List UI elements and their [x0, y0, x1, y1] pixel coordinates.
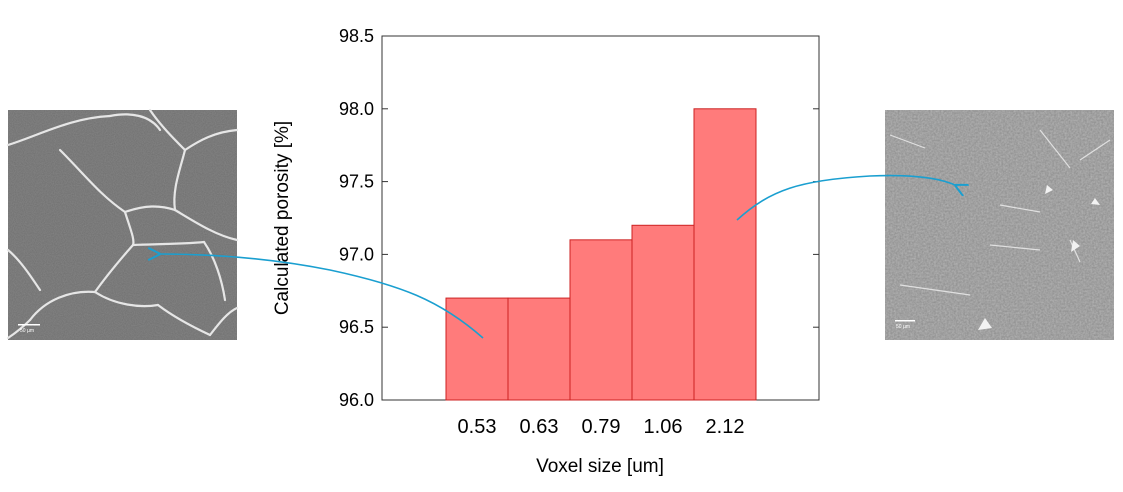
right-arrow: [736, 174, 957, 221]
y-tick-label: 97.0: [339, 244, 374, 264]
bars: [445, 108, 757, 401]
x-tick-label: 0.63: [520, 416, 559, 438]
y-axis-label: Calculated porosity [%]: [272, 121, 293, 315]
right-scale-label: 50 µm: [896, 324, 910, 330]
bar-0-53: [445, 297, 509, 401]
x-tick-label: 0.79: [582, 416, 621, 438]
left-micrograph: 50 µm: [6, 108, 239, 340]
y-tick-label: 97.5: [339, 172, 374, 192]
right-micrograph-bright-spots: [978, 185, 1100, 330]
bar-0-63: [507, 297, 571, 401]
right-scale-bar: [895, 320, 915, 322]
x-tick-label: 0.53: [458, 416, 497, 438]
x-tick-label: 1.06: [644, 416, 683, 438]
left-arrow: [158, 254, 484, 339]
bar-2-12: [693, 108, 757, 401]
left-scale-bar: [18, 324, 40, 326]
y-tick-label: 98.0: [339, 99, 374, 119]
y-tick-label: 96.5: [339, 317, 374, 337]
left-scale-label: 50 µm: [20, 328, 34, 334]
x-tick-label: 2.12: [706, 416, 745, 438]
annotation-arrows: [158, 174, 957, 339]
right-micrograph: 50 µm: [885, 110, 1114, 340]
bar-chart: 96.0 96.5 97.0 97.5 98.0 98.5 0.53 0.63 0.79 1.0…: [272, 26, 820, 477]
bar-0-79: [569, 239, 633, 401]
y-axis: 96.0 96.5 97.0 97.5 98.0 98.5: [339, 26, 819, 410]
bar-1-06: [631, 224, 695, 401]
x-axis: 0.53 0.63 0.79 1.06 2.12: [458, 416, 745, 438]
right-micrograph-features: [889, 129, 1111, 296]
left-micrograph-cell-walls: [6, 108, 239, 340]
x-axis-label: Voxel size [um]: [536, 456, 664, 477]
y-tick-label: 96.0: [339, 390, 374, 410]
y-tick-label: 98.5: [339, 26, 374, 46]
